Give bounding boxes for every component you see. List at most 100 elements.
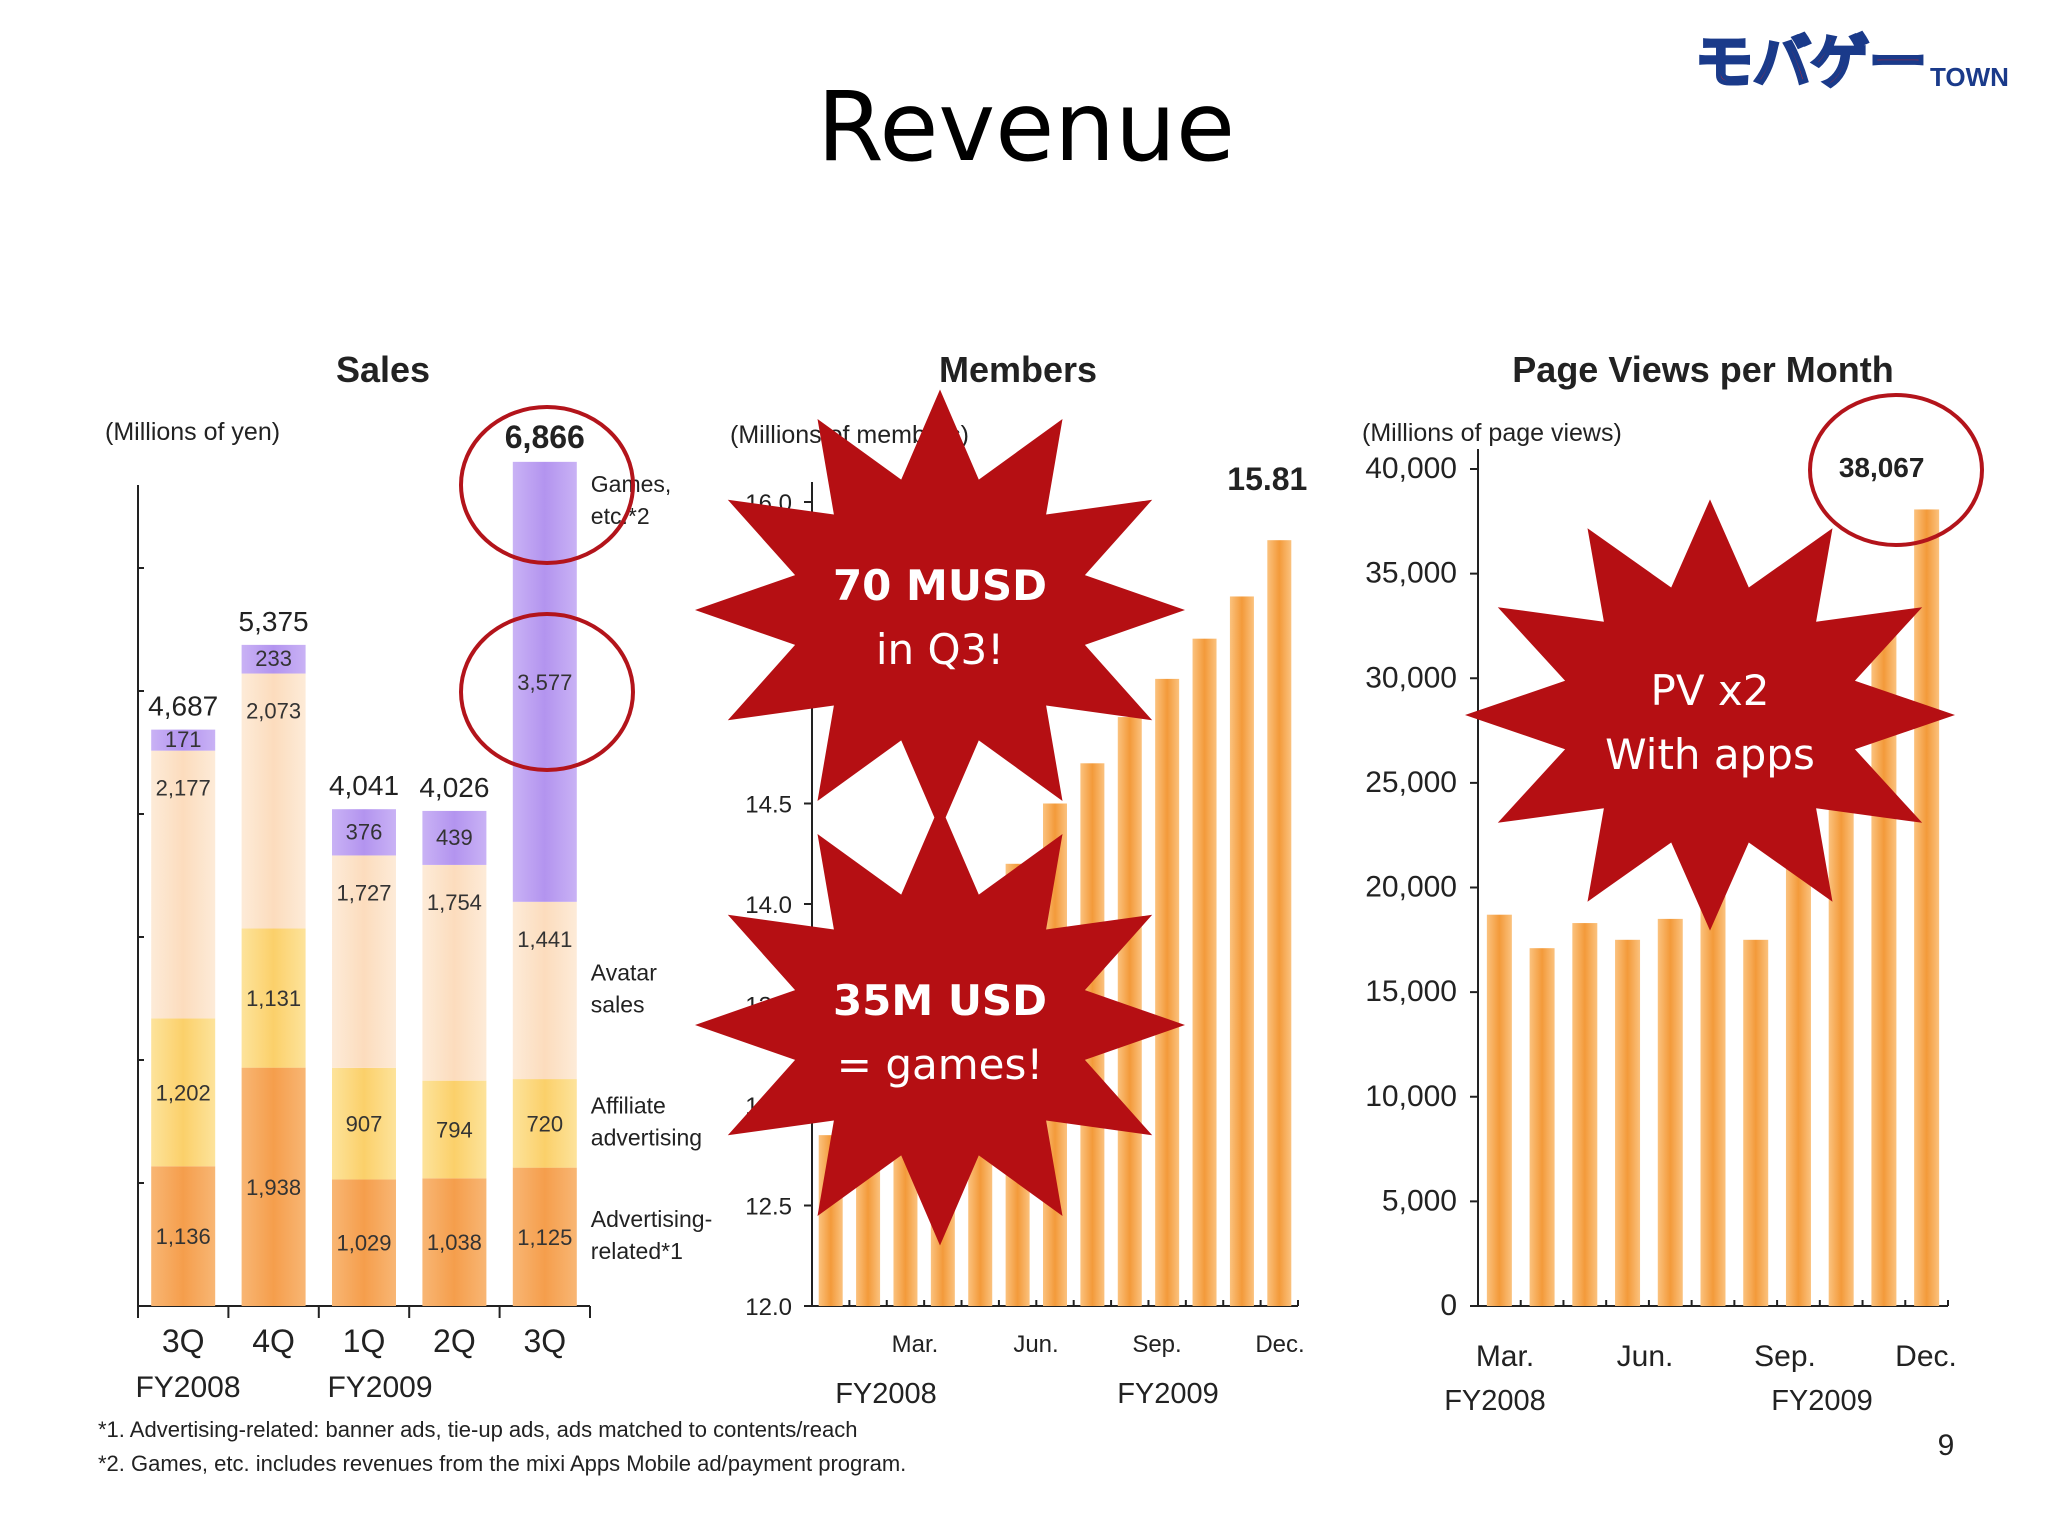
- sales-series-legend: Avatar: [591, 959, 657, 985]
- members-bar: [1267, 540, 1292, 1306]
- pv-bar: [1743, 939, 1769, 1306]
- pv-unit-label: (Millions of page views): [1362, 419, 1622, 447]
- pv-fy-label: FY2009: [1771, 1385, 1873, 1417]
- highlight-circle-total: [459, 405, 635, 565]
- sales-series-legend: sales: [591, 991, 645, 1017]
- sales-segment-label: 1,125: [517, 1225, 572, 1250]
- pv-bar: [1572, 923, 1598, 1306]
- page-number: 9: [1938, 1429, 1955, 1462]
- members-last-value-label: 15.81: [1227, 461, 1307, 497]
- callout-q3-revenue-line1: 70 MUSD: [833, 561, 1047, 610]
- sales-x-label: 2Q: [433, 1323, 476, 1359]
- pv-bar: [1785, 866, 1811, 1306]
- pv-x-label: Sep.: [1754, 1340, 1816, 1373]
- sales-segment-label: 1,131: [246, 986, 301, 1011]
- members-fy-label: FY2008: [835, 1378, 937, 1410]
- logo-text: モバゲー: [1695, 30, 1927, 95]
- sales-segment-label: 1,938: [246, 1175, 301, 1200]
- sales-x-label: 4Q: [252, 1323, 295, 1359]
- pv-y-tick-label: 5,000: [1382, 1184, 1457, 1217]
- sales-bar-segment: [332, 1179, 396, 1306]
- callout-q3-revenue-line2: in Q3!: [876, 625, 1004, 674]
- pv-y-tick-label: 40,000: [1365, 452, 1457, 485]
- sales-unit-label: (Millions of yen): [105, 418, 280, 446]
- sales-series-legend: advertising: [591, 1124, 702, 1150]
- sales-bar-segment: [151, 729, 216, 751]
- sales-bar-segment: [241, 928, 306, 1068]
- sales-segment-label: 3,577: [517, 670, 572, 695]
- callout-q3-revenue-burst: [695, 389, 1185, 831]
- pv-chart-title: Page Views per Month: [1512, 349, 1893, 390]
- sales-segment-label: 171: [165, 727, 202, 752]
- sales-bar-segment: [422, 864, 487, 1081]
- highlight-circle-pv: [1808, 393, 1984, 547]
- sales-chart-title: Sales: [336, 349, 430, 390]
- sales-total-label: 4,026: [419, 772, 489, 803]
- footnote-2: *2. Games, etc. includes revenues from t…: [98, 1451, 906, 1476]
- pv-bar: [1486, 914, 1512, 1306]
- pv-x-label: Mar.: [1476, 1340, 1534, 1373]
- members-x-label: Mar.: [892, 1331, 939, 1358]
- sales-fy-label: FY2008: [135, 1371, 240, 1404]
- pv-x-label: Dec.: [1895, 1340, 1957, 1373]
- highlight-circle-games: [459, 612, 635, 772]
- sales-total-label: 4,041: [329, 770, 399, 801]
- sales-bar-segment: [422, 1178, 487, 1306]
- sales-segment-label: 1,136: [156, 1224, 211, 1249]
- sales-x-label: 1Q: [343, 1323, 386, 1359]
- sales-series-legend: related*1: [591, 1238, 683, 1264]
- sales-segment-label: 1,441: [517, 927, 572, 952]
- members-bar: [1155, 678, 1180, 1306]
- sales-bar-segment: [512, 461, 577, 902]
- sales-bar-segment: [332, 1067, 396, 1180]
- sales-bar-segment: [151, 1166, 216, 1306]
- sales-bar-segment: [422, 1080, 487, 1179]
- sales-segment-label: 1,038: [427, 1230, 482, 1255]
- sales-bar-segment: [422, 810, 487, 865]
- page-views-chart: Page Views per Month (Millions of page v…: [1362, 349, 1957, 1417]
- sales-series-legend: Advertising-: [591, 1206, 712, 1232]
- callout-pv-growth-line2: With apps: [1605, 730, 1815, 779]
- sales-x-label: 3Q: [162, 1323, 205, 1359]
- sales-series-legend: Affiliate: [591, 1092, 666, 1118]
- sales-bar-segment: [241, 1067, 306, 1306]
- sales-segment-label: 1,202: [156, 1080, 211, 1105]
- sales-segment-label: 2,073: [246, 699, 301, 724]
- pv-y-tick-label: 0: [1440, 1289, 1457, 1322]
- logo-subtext: TOWN: [1930, 62, 2009, 92]
- callout-games-revenue-line1: 35M USD: [833, 976, 1047, 1025]
- pv-y-tick-label: 35,000: [1365, 557, 1457, 590]
- sales-segment-label: 907: [346, 1112, 383, 1137]
- pv-y-tick-label: 25,000: [1365, 766, 1457, 799]
- callout-games-revenue-burst: [695, 804, 1185, 1246]
- footnote-1: *1. Advertising-related: banner ads, tie…: [98, 1417, 857, 1442]
- members-x-label: Sep.: [1132, 1331, 1181, 1358]
- members-chart-title: Members: [939, 349, 1097, 390]
- sales-chart: Sales (Millions of yen) 1,136 1,202 2,177 1…: [105, 349, 712, 1404]
- sales-segment-label: 376: [346, 819, 383, 844]
- sales-segment-label: 439: [436, 825, 473, 850]
- sales-fy-label: FY2009: [327, 1371, 432, 1404]
- sales-bar-segment: [151, 750, 216, 1019]
- pv-bar: [1700, 895, 1726, 1306]
- pv-y-tick-label: 30,000: [1365, 661, 1457, 694]
- pv-bar: [1828, 741, 1854, 1306]
- sales-segment-label: 2,177: [156, 776, 211, 801]
- pv-bar: [1914, 509, 1940, 1307]
- pv-bar: [1657, 918, 1683, 1306]
- pv-y-tick-label: 15,000: [1365, 975, 1457, 1008]
- sales-segment-label: 1,754: [427, 890, 482, 915]
- pv-fy-label: FY2008: [1444, 1385, 1546, 1417]
- slide-title: Revenue: [817, 71, 1235, 183]
- members-x-label: Dec.: [1255, 1331, 1304, 1358]
- sales-bar-segment: [332, 855, 396, 1068]
- pv-x-label: Jun.: [1617, 1340, 1674, 1373]
- sales-x-label: 3Q: [523, 1323, 566, 1359]
- pv-last-value-label: 38,067: [1839, 452, 1925, 483]
- sales-bar-segment: [512, 901, 577, 1080]
- callout-games-revenue-line2: = games!: [837, 1040, 1043, 1089]
- members-y-tick-label: 14.5: [745, 792, 792, 819]
- sales-bar-segment: [241, 673, 306, 929]
- sales-segment-label: 720: [526, 1111, 563, 1136]
